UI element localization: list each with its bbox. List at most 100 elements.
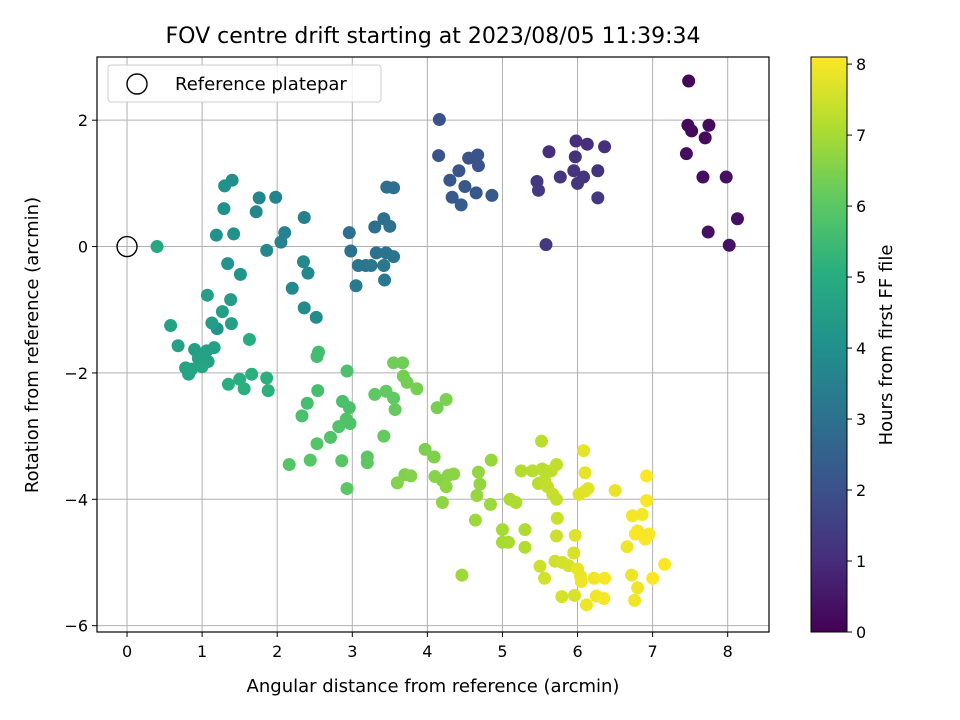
data-point	[418, 442, 432, 456]
data-point	[640, 494, 654, 508]
data-point	[368, 387, 382, 401]
data-point	[224, 317, 238, 331]
data-point	[335, 454, 349, 468]
data-point	[569, 134, 583, 148]
data-point	[646, 571, 660, 585]
data-point	[574, 574, 588, 588]
scatter-points	[150, 74, 744, 612]
colorbar-tick-label: 6	[856, 197, 866, 216]
data-point	[378, 273, 392, 287]
data-point	[571, 176, 585, 190]
data-point	[495, 523, 509, 537]
data-point	[200, 288, 214, 302]
data-point	[344, 244, 358, 258]
data-point	[215, 305, 229, 319]
data-point	[303, 453, 317, 467]
x-tick-label: 1	[197, 642, 207, 661]
data-point	[591, 164, 605, 178]
data-point	[332, 420, 346, 434]
data-point	[525, 464, 539, 478]
data-point	[483, 497, 497, 511]
data-point	[209, 228, 223, 242]
data-point	[587, 571, 601, 585]
data-point	[471, 465, 485, 479]
data-point	[730, 212, 744, 226]
data-point	[233, 267, 247, 281]
colorbar-gradient	[811, 57, 847, 632]
data-point	[531, 183, 545, 197]
data-point	[702, 118, 716, 132]
colorbar-tick-label: 5	[856, 268, 866, 287]
data-point	[696, 170, 710, 184]
data-point	[679, 147, 693, 161]
data-point	[471, 159, 485, 173]
data-point	[369, 246, 383, 260]
data-point	[640, 469, 654, 483]
data-point	[598, 571, 612, 585]
data-point	[340, 364, 354, 378]
data-point	[432, 113, 446, 127]
data-point	[260, 243, 274, 257]
data-point	[164, 319, 178, 333]
data-point	[282, 458, 296, 472]
data-point	[245, 367, 259, 381]
data-point	[501, 535, 515, 549]
data-point	[635, 507, 649, 521]
data-point	[195, 360, 209, 374]
data-point	[620, 540, 634, 554]
x-axis-label: Angular distance from reference (arcmin)	[247, 676, 620, 697]
chart-title: FOV centre drift starting at 2023/08/05 …	[166, 24, 701, 49]
data-point	[542, 145, 556, 159]
plot-area-frame	[96, 56, 770, 633]
y-axis-label: Rotation from reference (arcmin)	[22, 197, 43, 493]
data-point	[387, 250, 401, 264]
data-point	[261, 384, 275, 398]
data-point	[445, 190, 459, 204]
data-point	[518, 540, 532, 554]
reference-platepar-marker	[116, 235, 138, 258]
data-point	[297, 301, 311, 315]
data-point	[550, 492, 564, 506]
data-point	[295, 409, 309, 423]
x-tick-label: 0	[122, 642, 132, 661]
data-point	[242, 332, 256, 346]
data-point	[642, 527, 656, 541]
data-point	[518, 523, 532, 537]
data-point	[534, 434, 548, 448]
data-point	[443, 173, 457, 187]
data-point	[310, 437, 324, 451]
data-point	[701, 225, 715, 239]
data-point	[568, 150, 582, 164]
data-point	[340, 482, 354, 496]
data-point	[297, 210, 311, 224]
data-point	[658, 557, 672, 571]
data-point	[625, 509, 639, 523]
data-point	[349, 279, 363, 293]
data-point	[580, 598, 594, 612]
data-point	[577, 444, 591, 458]
data-point	[404, 469, 418, 483]
colorbar-tick-label: 0	[856, 623, 866, 642]
data-point	[568, 528, 582, 542]
data-point	[533, 559, 547, 573]
data-point	[205, 316, 219, 330]
legend: Reference platepar	[107, 64, 382, 103]
data-point	[685, 124, 699, 138]
data-point	[580, 137, 594, 151]
data-point	[207, 341, 221, 355]
colorbar-tick-label: 4	[856, 339, 866, 358]
x-tick-label: 5	[497, 642, 507, 661]
data-point	[631, 581, 645, 595]
data-point	[388, 403, 402, 417]
colorbar-ticks: 0 1 2 3 4 5 6 7 8	[847, 55, 866, 642]
data-point	[567, 546, 581, 560]
y-tick-label: −4	[64, 490, 88, 509]
legend-box	[107, 64, 382, 103]
colorbar-label: Hours from first FF file	[876, 245, 897, 446]
x-tick-label: 4	[422, 642, 432, 661]
data-point	[439, 392, 453, 406]
data-point	[598, 140, 612, 154]
data-point	[427, 450, 441, 464]
data-point	[377, 259, 391, 273]
data-point	[537, 571, 551, 585]
